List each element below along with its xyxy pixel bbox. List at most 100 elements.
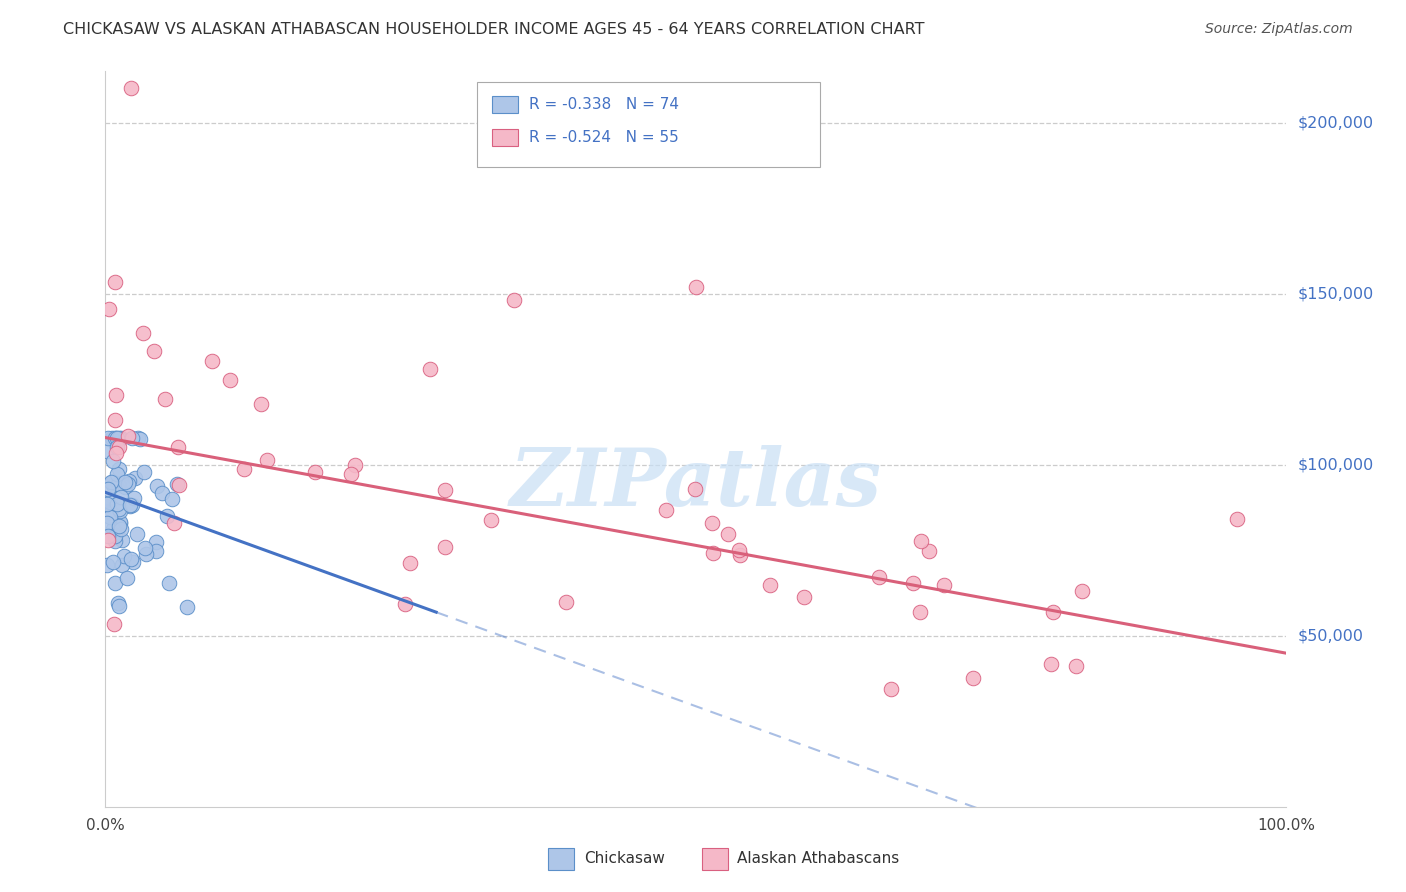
Point <box>115 571 138 585</box>
Point <box>101 431 124 445</box>
Point <box>918 544 941 558</box>
Point <box>97 533 120 548</box>
Point <box>901 575 924 590</box>
Point <box>433 541 456 555</box>
Point <box>125 527 148 541</box>
Point <box>117 477 139 491</box>
Point <box>108 502 131 516</box>
Point <box>104 576 127 591</box>
Point <box>160 491 183 506</box>
Point <box>153 392 176 406</box>
Point <box>399 556 422 570</box>
Point <box>103 453 125 467</box>
Point <box>96 529 118 543</box>
Point <box>758 578 780 592</box>
FancyBboxPatch shape <box>492 96 517 112</box>
Point <box>1042 605 1064 619</box>
Point <box>176 599 198 614</box>
Text: $200,000: $200,000 <box>1298 115 1374 130</box>
Point <box>98 510 121 524</box>
FancyBboxPatch shape <box>548 847 574 870</box>
Point <box>103 522 125 536</box>
Point <box>728 542 751 557</box>
Point <box>344 458 367 472</box>
Point <box>127 431 149 445</box>
Point <box>101 477 124 491</box>
Point <box>129 432 152 446</box>
Point <box>96 505 118 519</box>
Point <box>111 533 134 548</box>
Point <box>107 596 129 610</box>
Point <box>394 598 416 612</box>
Point <box>97 302 120 317</box>
Point <box>910 533 932 548</box>
Point <box>107 440 129 454</box>
Point <box>107 599 129 614</box>
Point <box>101 475 124 490</box>
Point <box>250 397 273 411</box>
Point <box>110 431 132 445</box>
Point <box>479 513 502 527</box>
Point <box>96 499 118 513</box>
Point <box>908 605 931 619</box>
Point <box>100 505 122 519</box>
Point <box>107 477 129 491</box>
Point <box>143 343 166 358</box>
Point <box>96 443 118 458</box>
Text: Source: ZipAtlas.com: Source: ZipAtlas.com <box>1205 22 1353 37</box>
Point <box>685 280 707 294</box>
Point <box>114 480 136 494</box>
FancyBboxPatch shape <box>492 129 517 145</box>
Point <box>134 541 156 556</box>
Point <box>120 551 142 566</box>
Point <box>135 547 157 561</box>
Text: $100,000: $100,000 <box>1298 458 1374 473</box>
Text: R = -0.338   N = 74: R = -0.338 N = 74 <box>530 97 679 112</box>
Point <box>120 81 142 95</box>
Point <box>111 558 134 573</box>
Point <box>728 548 751 562</box>
Point <box>702 516 724 531</box>
Point <box>105 446 128 460</box>
FancyBboxPatch shape <box>478 82 820 167</box>
Point <box>503 293 526 307</box>
Point <box>118 499 141 513</box>
Point <box>419 362 441 376</box>
Point <box>97 483 120 497</box>
Text: R = -0.524   N = 55: R = -0.524 N = 55 <box>530 130 679 145</box>
Point <box>100 506 122 520</box>
Point <box>114 475 136 490</box>
Point <box>118 475 141 489</box>
Text: Chickasaw: Chickasaw <box>583 851 665 866</box>
Point <box>304 466 326 480</box>
Point <box>1071 584 1094 599</box>
Point <box>1064 658 1087 673</box>
Point <box>103 275 125 289</box>
Point <box>104 413 127 427</box>
Point <box>96 516 118 531</box>
Text: Alaskan Athabascans: Alaskan Athabascans <box>737 851 900 866</box>
Point <box>104 534 127 549</box>
Point <box>434 483 457 497</box>
Point <box>105 431 128 445</box>
Point <box>104 528 127 542</box>
Point <box>98 495 121 509</box>
Point <box>167 478 190 492</box>
Point <box>554 595 576 609</box>
Point <box>103 616 125 631</box>
Point <box>107 431 129 445</box>
Point <box>145 478 167 492</box>
Point <box>1039 657 1062 672</box>
Point <box>104 431 127 445</box>
FancyBboxPatch shape <box>702 847 728 870</box>
Point <box>962 671 984 685</box>
Text: $50,000: $50,000 <box>1298 629 1364 644</box>
Text: CHICKASAW VS ALASKAN ATHABASCAN HOUSEHOLDER INCOME AGES 45 - 64 YEARS CORRELATIO: CHICKASAW VS ALASKAN ATHABASCAN HOUSEHOL… <box>63 22 925 37</box>
Point <box>793 590 815 604</box>
Point <box>157 576 180 591</box>
Point <box>655 502 678 516</box>
Point <box>163 516 186 530</box>
Point <box>716 526 738 541</box>
Point <box>167 440 190 454</box>
Point <box>256 453 278 467</box>
